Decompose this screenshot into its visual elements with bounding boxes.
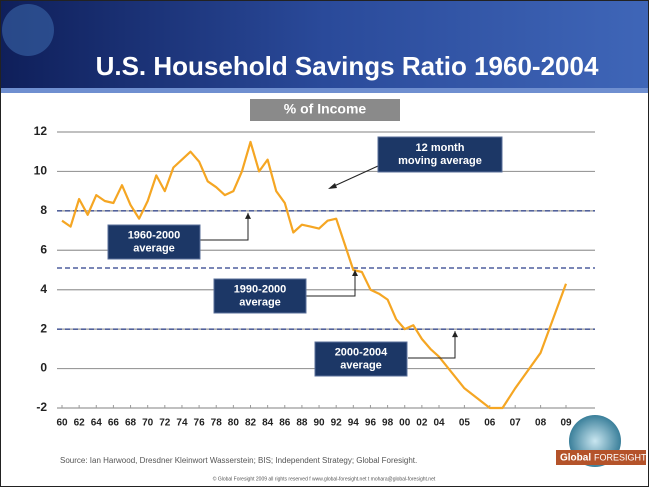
y-tick-label: 2 — [40, 321, 47, 335]
source: Source: Ian Harwood, Dresdner Kleinwort … — [60, 456, 417, 465]
header — [1, 1, 648, 93]
x-tick-label: 70 — [142, 418, 154, 429]
x-tick-label: 72 — [159, 418, 171, 429]
x-tick-label: 04 — [433, 418, 445, 429]
logo-band — [556, 450, 646, 465]
y-tick-label: 8 — [40, 203, 47, 217]
annotation-text: 2000-2004 — [335, 346, 388, 358]
x-tick-label: 82 — [245, 418, 257, 429]
arrow-head — [352, 270, 358, 277]
arrow-head — [452, 331, 458, 338]
annotation-box — [314, 341, 408, 377]
x-tick-label: 74 — [176, 418, 188, 429]
annotation-text: average — [340, 359, 382, 371]
logo-text: Global — [560, 453, 591, 464]
annotation-text: average — [133, 242, 175, 254]
x-tick-label: 76 — [194, 418, 206, 429]
y-tick-label: -2 — [36, 400, 47, 414]
annotation-box — [213, 278, 307, 314]
y-tick-label: 4 — [40, 282, 47, 296]
annotation-arrow — [331, 165, 379, 188]
x-tick-label: 68 — [125, 418, 137, 429]
x-tick-label: 84 — [262, 418, 274, 429]
annotation-arrow — [198, 212, 249, 241]
x-tick-label: 80 — [228, 418, 240, 429]
annotation-text: moving average — [398, 155, 482, 167]
y-tick-label: 12 — [34, 124, 48, 138]
x-tick-label: 90 — [313, 418, 325, 429]
y-tick-label: 10 — [34, 164, 48, 178]
x-tick-label: 86 — [279, 418, 291, 429]
x-tick-label: 78 — [211, 418, 223, 429]
annotation-arrow — [306, 270, 356, 297]
x-tick-label: 96 — [365, 418, 377, 429]
annotation-box — [107, 224, 201, 260]
annotation-text: 12 month — [416, 142, 465, 154]
footer: © Global Foresight 2009 all rights reser… — [213, 475, 436, 482]
x-tick-label: 62 — [74, 418, 86, 429]
logo-text: FORESIGHT — [594, 452, 647, 462]
arrow-head — [245, 212, 251, 219]
y-label-box — [250, 99, 400, 121]
x-tick-label: 92 — [331, 418, 343, 429]
series-line — [61, 140, 568, 410]
x-tick-label: 94 — [348, 418, 360, 429]
annotation-text: average — [239, 296, 281, 308]
annotation-text: 1960-2000 — [128, 229, 181, 241]
header-swirl — [2, 4, 54, 56]
x-tick-label: 00 — [399, 418, 411, 429]
x-tick-label: 60 — [56, 418, 68, 429]
annotation-arrow — [408, 331, 456, 359]
annotation-text: 1990-2000 — [234, 283, 287, 295]
chart-title: U.S. Household Savings Ratio 1960-2004 — [96, 51, 599, 81]
annotation-box — [377, 136, 503, 173]
x-tick-label: 08 — [535, 418, 547, 429]
x-tick-label: 02 — [416, 418, 428, 429]
x-tick-label: 66 — [108, 418, 120, 429]
x-tick-label: 88 — [296, 418, 308, 429]
x-tick-label: 05 — [459, 418, 471, 429]
x-tick-label: 09 — [560, 418, 572, 429]
x-tick-label: 98 — [382, 418, 394, 429]
x-tick-label: 07 — [510, 418, 522, 429]
y-tick-label: 0 — [40, 361, 47, 375]
header-strip — [1, 88, 648, 93]
y-label: % of Income — [284, 101, 367, 117]
x-tick-label: 64 — [91, 418, 103, 429]
y-tick-label: 6 — [40, 242, 47, 256]
x-tick-label: 06 — [484, 418, 496, 429]
arrow-head — [328, 183, 337, 189]
